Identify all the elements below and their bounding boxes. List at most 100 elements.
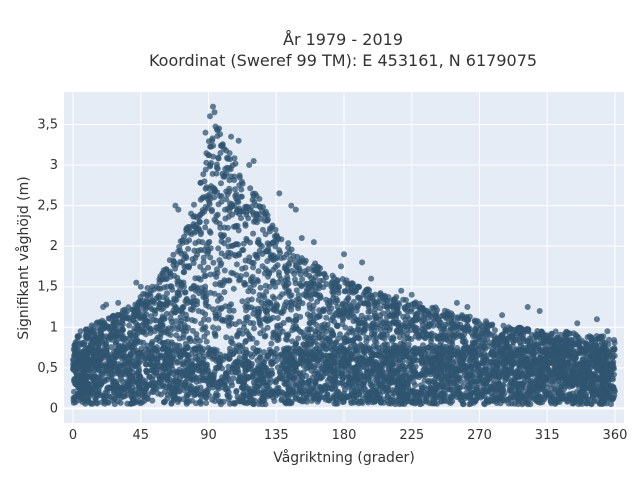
data-point [172, 304, 179, 311]
data-point [332, 339, 339, 346]
data-point [218, 180, 224, 187]
data-point [323, 296, 330, 303]
data-point [294, 253, 301, 260]
data-point [329, 272, 336, 279]
data-point [217, 279, 224, 286]
data-point [164, 290, 170, 297]
data-point [525, 326, 532, 333]
data-point [239, 265, 246, 272]
data-point [396, 334, 403, 341]
data-point [200, 171, 207, 178]
data-point [198, 285, 205, 291]
data-point [166, 257, 173, 264]
data-point [204, 250, 211, 257]
data-point [389, 389, 396, 396]
data-point [459, 334, 466, 340]
data-point [611, 337, 618, 343]
data-point [103, 347, 109, 354]
data-point [203, 218, 210, 225]
data-point [118, 375, 125, 382]
data-point [190, 260, 197, 267]
data-point [148, 340, 155, 347]
data-point [346, 308, 353, 315]
data-point [367, 322, 374, 329]
data-point [227, 200, 233, 207]
data-point [199, 195, 206, 202]
data-point [99, 340, 106, 347]
data-point [252, 251, 259, 258]
data-point [524, 337, 531, 344]
data-point [243, 314, 249, 321]
data-point [302, 257, 309, 264]
data-point [302, 271, 309, 277]
data-point [308, 342, 314, 348]
data-point [240, 247, 247, 253]
data-point [482, 367, 489, 374]
data-point [215, 325, 222, 332]
data-point [236, 318, 243, 325]
data-point [181, 255, 187, 262]
data-point [135, 325, 142, 332]
data-point [215, 311, 222, 318]
data-point [380, 331, 387, 338]
data-point [273, 390, 280, 397]
data-point [216, 257, 223, 264]
data-point [360, 316, 367, 323]
data-point [108, 371, 115, 378]
data-point [158, 383, 164, 390]
data-point [238, 178, 245, 185]
data-point [247, 185, 254, 192]
data-point [217, 224, 224, 231]
data-point [205, 316, 212, 323]
data-point [236, 276, 243, 283]
data-point [425, 344, 432, 351]
data-point [143, 320, 149, 327]
data-point [328, 283, 335, 290]
data-point [268, 240, 275, 247]
data-point [469, 341, 476, 348]
data-point [251, 325, 257, 332]
data-point [317, 375, 324, 382]
data-point [320, 306, 327, 313]
data-point [114, 311, 121, 318]
data-point [223, 334, 230, 341]
data-point [276, 294, 283, 300]
data-point [98, 327, 105, 333]
data-point [381, 324, 388, 331]
data-point [384, 314, 390, 321]
data-point [204, 329, 211, 336]
data-point [108, 344, 115, 351]
data-point [406, 316, 413, 323]
data-point [288, 292, 295, 299]
data-point [432, 312, 439, 319]
data-point [262, 282, 269, 289]
data-point [355, 302, 361, 309]
data-point [334, 323, 341, 330]
data-point [215, 245, 222, 252]
data-point [343, 366, 349, 373]
data-point [323, 324, 330, 331]
data-point [134, 302, 141, 308]
data-point [393, 294, 400, 300]
data-point [306, 326, 313, 332]
data-point [436, 342, 443, 349]
data-point [221, 267, 228, 274]
data-point [167, 268, 173, 275]
data-point [82, 326, 89, 333]
data-point [258, 243, 265, 250]
data-point [191, 297, 198, 304]
data-point [188, 210, 195, 217]
data-point [373, 345, 380, 352]
data-point [217, 150, 224, 156]
data-point [347, 325, 354, 332]
data-point [234, 332, 241, 338]
data-point [282, 282, 289, 289]
data-point [221, 232, 227, 239]
data-point [171, 297, 178, 304]
data-point [306, 301, 313, 308]
data-point [191, 283, 198, 290]
data-point [305, 290, 312, 297]
data-point [176, 243, 183, 250]
data-point [155, 294, 162, 300]
data-point [274, 324, 281, 331]
